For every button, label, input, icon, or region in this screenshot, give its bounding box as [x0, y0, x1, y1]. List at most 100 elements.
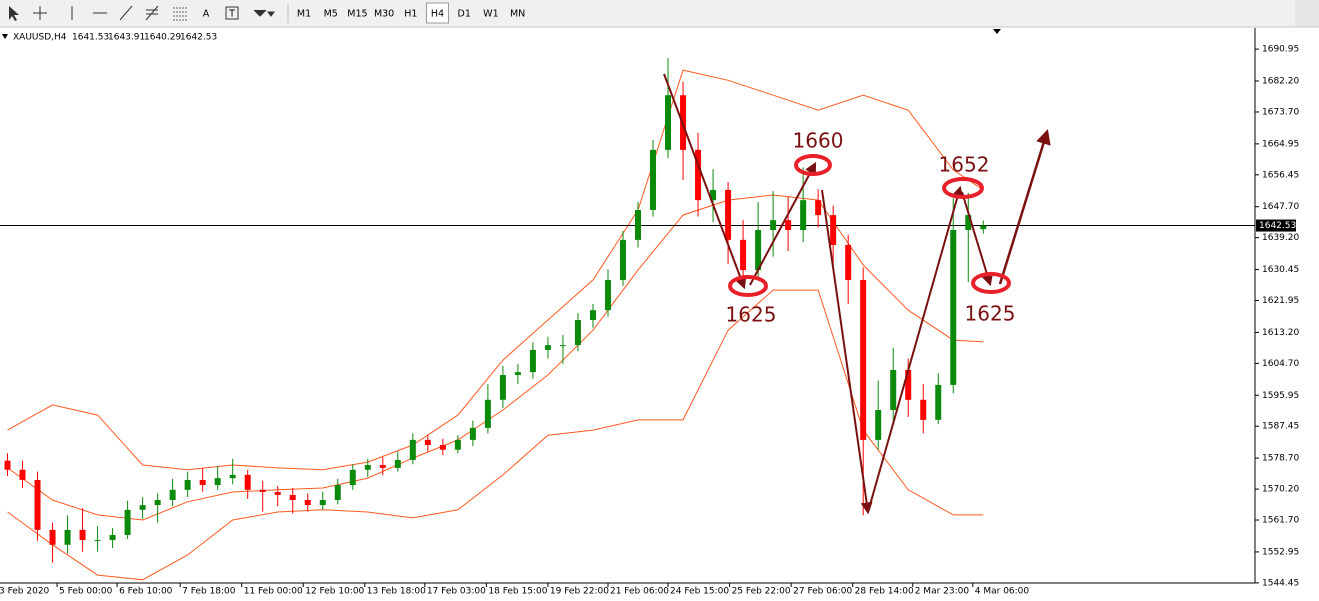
- timeframe-button[interactable]: M5: [324, 9, 338, 20]
- candle-body: [619, 239, 626, 280]
- symbol: XAUUSD,H4: [13, 33, 67, 43]
- x-tick-label: 2 Mar 23:00: [915, 587, 970, 597]
- candle-body: [815, 200, 822, 216]
- timeframe-button[interactable]: M1: [297, 9, 311, 20]
- plot: 1690.95 1682.20 1673.70 1664.95 1656.45 1647.…: [0, 45, 1299, 597]
- candle-body: [19, 469, 26, 480]
- candle-body: [199, 479, 206, 486]
- label-tool-box[interactable]: [225, 6, 239, 20]
- candle-body: [94, 540, 101, 542]
- candle-body: [950, 230, 957, 385]
- candle-body: [139, 505, 146, 510]
- price-tag-label: 1642.53: [1259, 221, 1296, 231]
- candle-body: [845, 244, 852, 280]
- timeframe-button[interactable]: H4: [431, 9, 444, 20]
- y-tick-label: 1561.70: [1262, 516, 1299, 526]
- annotation: 1660: [793, 129, 844, 153]
- candle-body: [920, 399, 927, 420]
- crosshair-tool[interactable]: [33, 6, 47, 20]
- candle-body: [935, 384, 942, 420]
- y-tick-label: 1630.45: [1262, 265, 1299, 275]
- fibo-tool[interactable]: [173, 7, 187, 21]
- candle-body: [334, 485, 341, 501]
- y-tick-label: 1613.20: [1262, 328, 1299, 338]
- annotations: 1660 1625 1652 1625: [663, 73, 1051, 515]
- y-tick-label: 1647.70: [1262, 202, 1299, 212]
- candle-body: [725, 189, 732, 240]
- arrow: [998, 129, 1051, 285]
- timeframe-button[interactable]: M15: [347, 9, 367, 20]
- candle-body: [499, 375, 506, 400]
- plot-area: [0, 28, 1255, 583]
- y-tick-label: 1578.70: [1262, 454, 1299, 464]
- toolbar: [0, 0, 1319, 27]
- candle-body: [469, 427, 476, 440]
- candle-body: [755, 230, 762, 271]
- candle-body: [259, 489, 266, 492]
- x-tick-label: 5 Feb 00:00: [59, 587, 113, 597]
- candle-body: [124, 509, 131, 535]
- candle-body: [109, 534, 116, 541]
- candle-body: [229, 474, 236, 479]
- x-tick-label: 24 Feb 15:00: [670, 587, 729, 597]
- candle-body: [875, 410, 882, 440]
- circle-mark: [728, 275, 768, 297]
- candle-body: [695, 149, 702, 201]
- y-tick-label: 1690.95: [1262, 45, 1299, 55]
- candle-body: [289, 494, 296, 501]
- candle-body: [574, 320, 581, 346]
- x-tick-label: 11 Feb 00:00: [244, 587, 303, 597]
- timeframe-button[interactable]: D1: [458, 9, 471, 20]
- candle-body: [604, 279, 611, 311]
- circle-mark: [942, 177, 984, 199]
- candle-body: [409, 439, 416, 460]
- circle-mark: [794, 154, 832, 176]
- annotation: 1625: [965, 302, 1016, 326]
- x-tick-label: 12 Feb 10:00: [305, 587, 364, 597]
- x-tick-label: 25 Feb 22:00: [732, 587, 791, 597]
- y-tick-label: 1656.45: [1262, 170, 1299, 180]
- header-high: 1643.91: [108, 33, 145, 43]
- y-tick-label: 1595.95: [1262, 391, 1299, 401]
- x-tick-label: 28 Feb 14:00: [855, 587, 914, 597]
- arrow: [961, 191, 993, 287]
- y-tick-label: 1544.45: [1262, 578, 1299, 588]
- candle-body: [349, 469, 356, 486]
- active-timeframe[interactable]: [426, 2, 449, 24]
- arrows-tool[interactable]: [253, 9, 275, 17]
- x-tick-label: 4 Mar 06:00: [975, 587, 1030, 597]
- timeframe-button[interactable]: M30: [374, 9, 394, 20]
- candle-body: [770, 220, 777, 231]
- timeframe-button[interactable]: MN: [510, 9, 525, 20]
- candle-body: [244, 474, 251, 490]
- candle-body: [484, 399, 491, 428]
- annotation: 1652: [939, 153, 990, 177]
- timeframe-button[interactable]: H1: [404, 9, 417, 20]
- channel-tool[interactable]: [145, 5, 159, 21]
- cursor-tool[interactable]: [9, 6, 19, 21]
- y-tick-label: 1587.45: [1262, 422, 1299, 432]
- x-tick-label: 27 Feb 06:00: [793, 587, 852, 597]
- text-tool[interactable]: A: [203, 9, 210, 20]
- header-close: 1642.53: [180, 33, 217, 43]
- candle-body: [304, 500, 311, 506]
- candle-body: [454, 439, 461, 450]
- candle-body: [800, 200, 807, 231]
- trendline-tool[interactable]: [119, 5, 133, 21]
- circle-mark: [971, 272, 1011, 294]
- arrow: [663, 73, 747, 290]
- symbol-marker: [2, 34, 8, 39]
- label-tool[interactable]: T: [228, 9, 235, 20]
- candle-body: [169, 489, 176, 501]
- price-tag: [1256, 219, 1296, 232]
- candle-body: [394, 459, 401, 468]
- candle-body: [49, 529, 56, 545]
- candle-body: [980, 225, 987, 230]
- x-tick-label: 3 Feb 2020: [0, 587, 50, 597]
- candle-body: [379, 465, 386, 468]
- header-open: 1641.53: [72, 33, 109, 43]
- timeframe-button[interactable]: W1: [483, 9, 498, 20]
- arrow: [867, 185, 964, 513]
